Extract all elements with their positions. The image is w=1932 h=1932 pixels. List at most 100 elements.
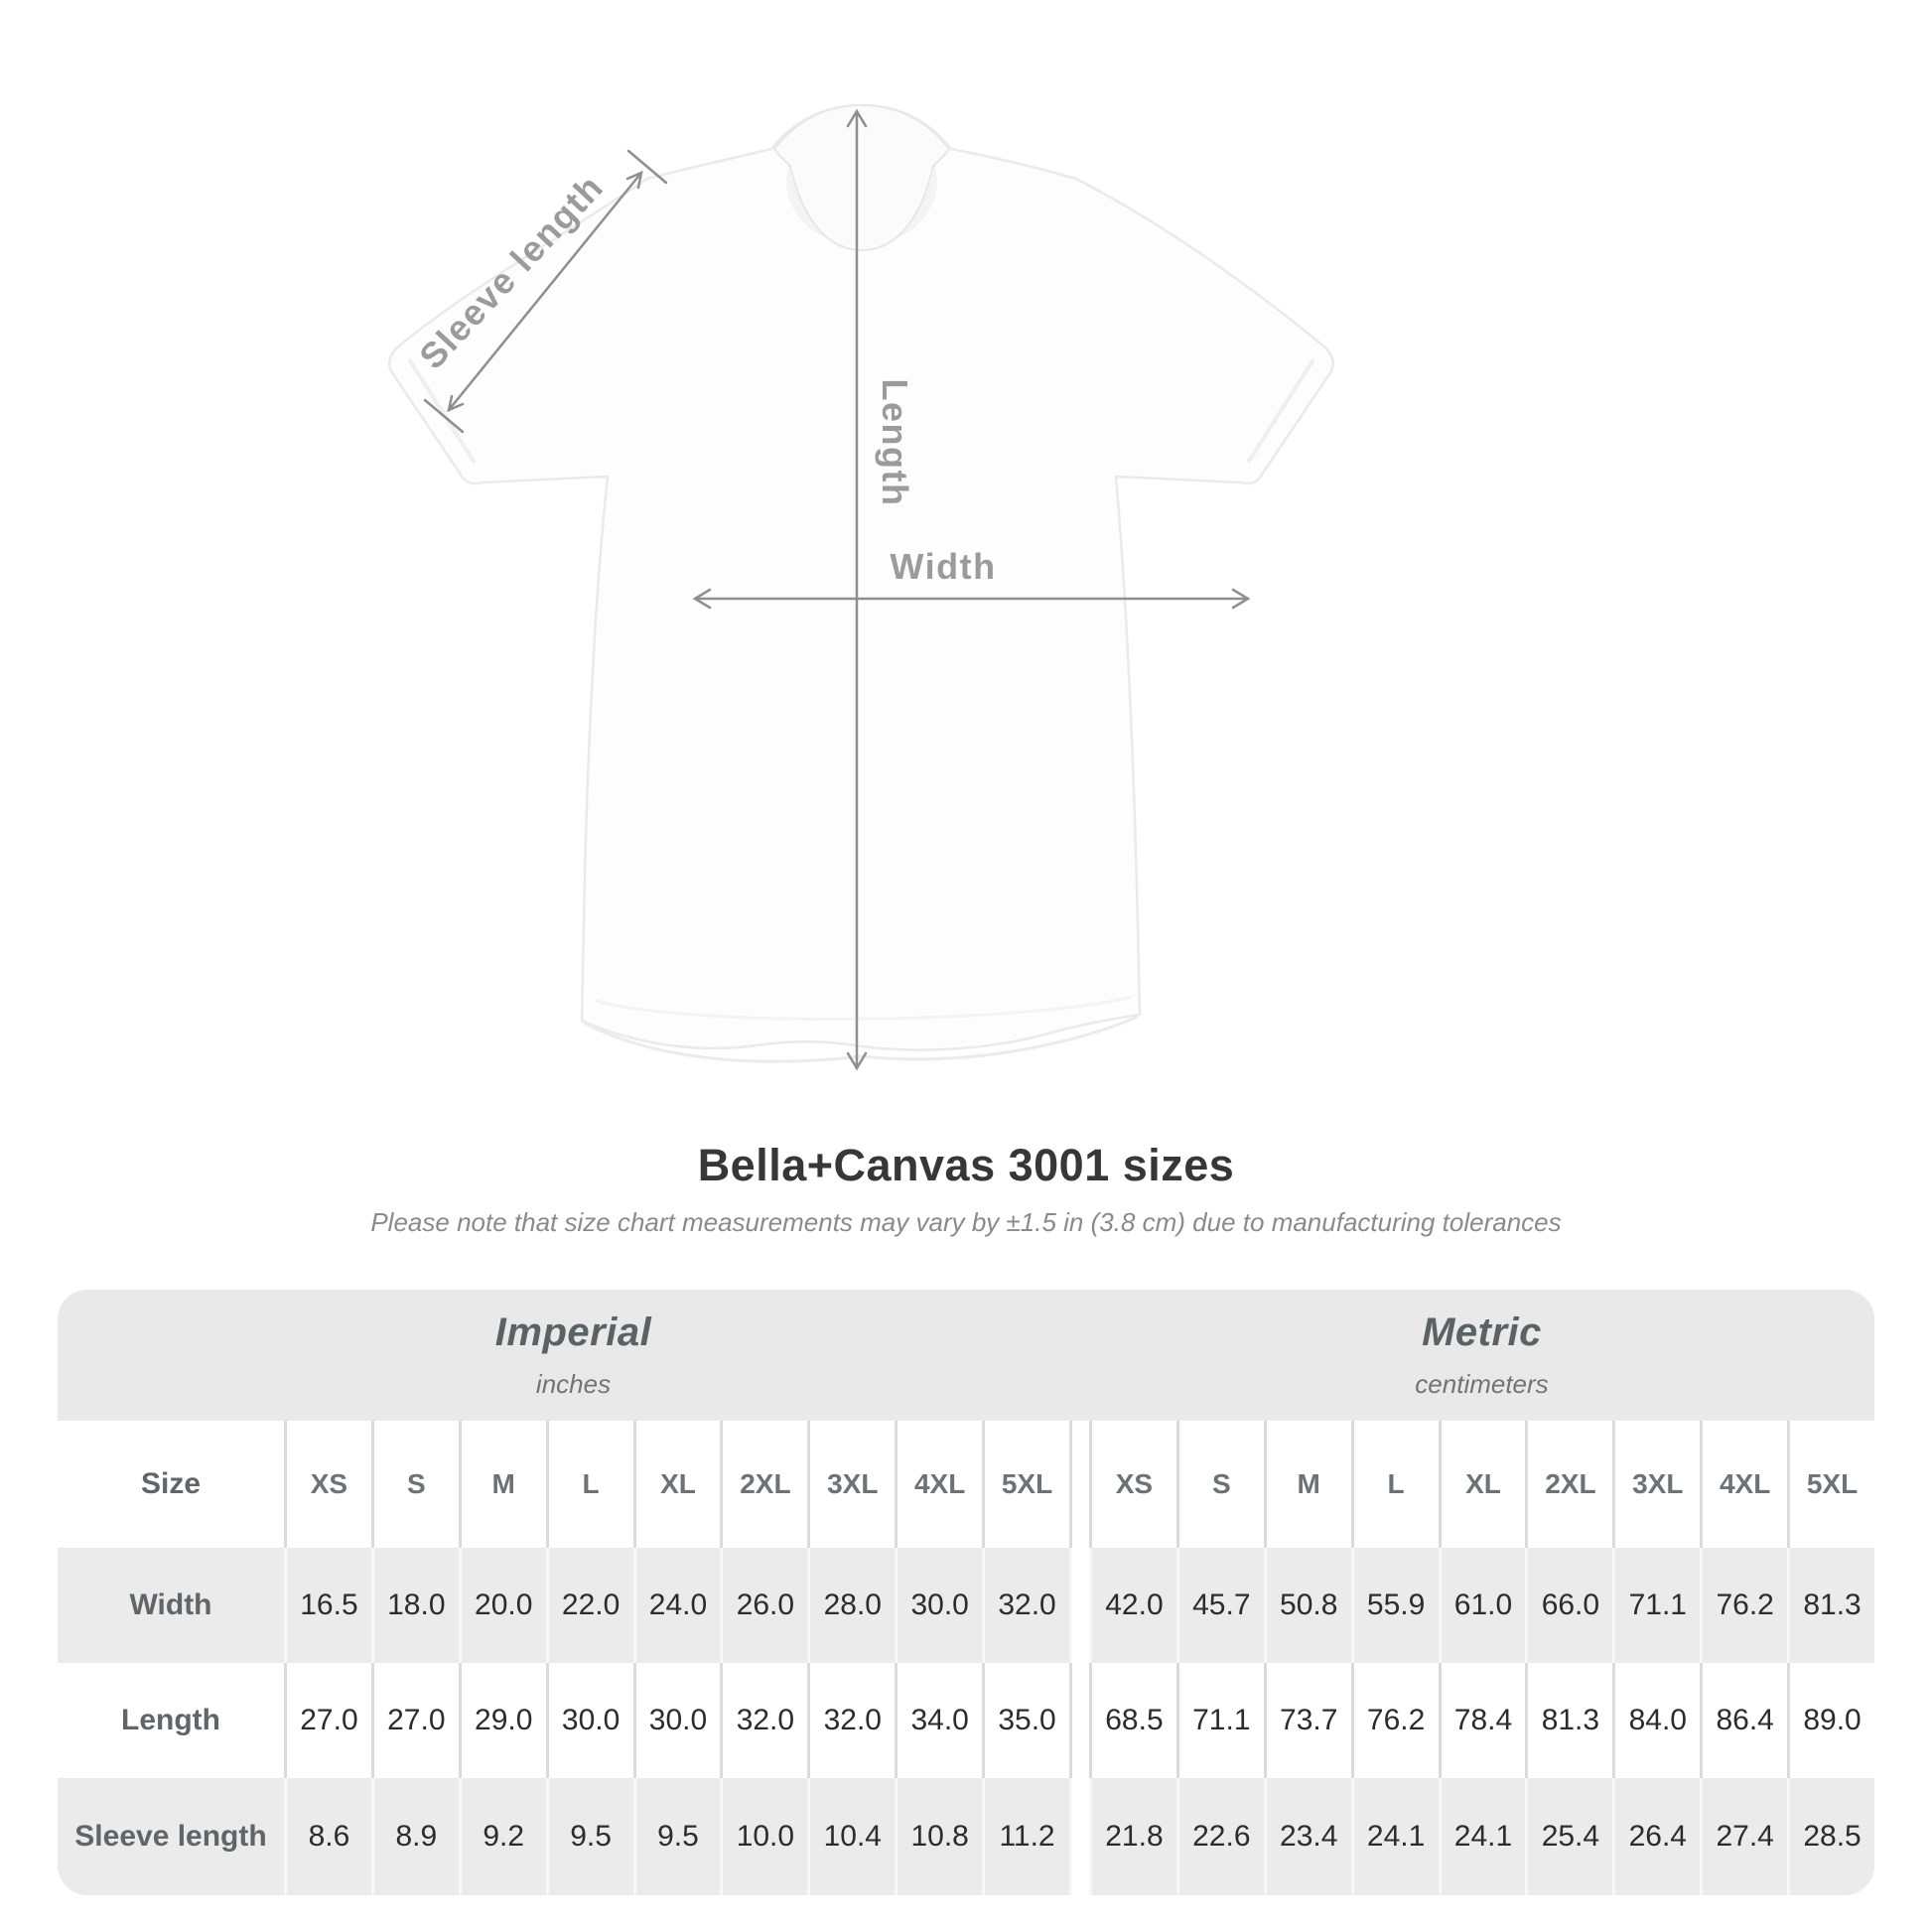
width-metric-cell: 81.3 [1787, 1548, 1874, 1663]
size-header-cell: M [458, 1421, 546, 1548]
length-imperial-cell: 32.0 [720, 1663, 807, 1778]
sleeve-imperial-cell: 11.2 [982, 1778, 1069, 1895]
size-header-cell: 5XL [982, 1421, 1069, 1548]
metric-title: Metric [1422, 1311, 1542, 1354]
length-imperial-cell: 35.0 [982, 1663, 1069, 1778]
size-header-cell: 2XL [720, 1421, 807, 1548]
collar-band [772, 103, 951, 252]
sleeve-imperial-cell: 10.8 [895, 1778, 982, 1895]
group-gap [1068, 1421, 1089, 1548]
length-imperial-cell: 32.0 [807, 1663, 895, 1778]
width-imperial-cell: 32.0 [982, 1548, 1069, 1663]
length-row: Length 27.0 27.0 29.0 30.0 30.0 32.0 32.… [58, 1663, 1874, 1778]
metric-header: Metric centimeters [1089, 1290, 1874, 1421]
sleeve-imperial-cell: 10.0 [720, 1778, 807, 1895]
width-metric-cell: 71.1 [1612, 1548, 1700, 1663]
length-arrow [846, 108, 868, 1071]
length-label: Length [875, 379, 915, 507]
tshirt-diagram-canvas: Sleeve length Length Width [388, 103, 1334, 1071]
size-header-cell: 5XL [1787, 1421, 1874, 1548]
imperial-header: Imperial inches [58, 1290, 1089, 1421]
sleeve-metric-cell: 27.4 [1700, 1778, 1787, 1895]
width-imperial-cell: 20.0 [458, 1548, 546, 1663]
length-imperial-cell: 27.0 [370, 1663, 459, 1778]
sleeve-length-row: Sleeve length 8.6 8.9 9.2 9.5 9.5 10.0 1… [58, 1778, 1874, 1895]
length-metric-cell: 68.5 [1088, 1663, 1176, 1778]
sleeve-imperial-cell: 9.2 [458, 1778, 546, 1895]
size-header-cell: XL [632, 1421, 721, 1548]
sleeve-imperial-cell: 10.4 [807, 1778, 895, 1895]
sleeve-imperial-cell: 8.9 [370, 1778, 459, 1895]
width-arrow [692, 588, 1251, 610]
length-metric-cell: 81.3 [1525, 1663, 1612, 1778]
metric-unit: centimeters [1415, 1369, 1549, 1399]
length-imperial-cell: 30.0 [545, 1663, 633, 1778]
sleeve-metric-cell: 22.6 [1175, 1778, 1264, 1895]
imperial-title: Imperial [494, 1311, 652, 1354]
width-imperial-cell: 16.5 [284, 1548, 371, 1663]
imperial-unit: inches [535, 1369, 612, 1399]
size-table: Imperial inches Metric centimeters Size … [58, 1290, 1874, 1895]
length-imperial-cell: 27.0 [284, 1663, 371, 1778]
sleeve-metric-cell: 23.4 [1263, 1778, 1351, 1895]
size-header-cell: XS [1088, 1421, 1176, 1548]
size-header-cell: L [545, 1421, 633, 1548]
tshirt-illustration [388, 103, 1334, 1063]
width-label: Width [890, 546, 996, 587]
width-metric-cell: 66.0 [1525, 1548, 1612, 1663]
width-metric-cell: 50.8 [1263, 1548, 1351, 1663]
sleeve-imperial-cell: 9.5 [545, 1778, 633, 1895]
length-metric-cell: 84.0 [1612, 1663, 1700, 1778]
sleeve-length-arrow [423, 149, 668, 434]
tshirt-measurement-diagram: Sleeve length Length Width [388, 103, 1334, 1071]
length-metric-cell: 71.1 [1175, 1663, 1264, 1778]
sleeve-metric-cell: 24.1 [1438, 1778, 1526, 1895]
sleeve-metric-cell: 24.1 [1350, 1778, 1439, 1895]
length-metric-cell: 76.2 [1350, 1663, 1439, 1778]
sleeve-imperial-cell: 8.6 [284, 1778, 371, 1895]
width-imperial-cell: 26.0 [720, 1548, 807, 1663]
row-label: Width [129, 1588, 212, 1621]
size-header-cell: L [1350, 1421, 1439, 1548]
size-header-cell: XL [1438, 1421, 1526, 1548]
length-metric-cell: 78.4 [1438, 1663, 1526, 1778]
width-metric-cell: 42.0 [1088, 1548, 1176, 1663]
size-header-cell: M [1263, 1421, 1351, 1548]
group-gap [1068, 1663, 1089, 1778]
row-label: Sleeve length [74, 1820, 267, 1853]
width-imperial-cell: 18.0 [370, 1548, 459, 1663]
size-header-cell: 3XL [1612, 1421, 1700, 1548]
size-header-cell: XS [284, 1421, 371, 1548]
sleeve-metric-cell: 26.4 [1612, 1778, 1700, 1895]
width-row: Width 16.5 18.0 20.0 22.0 24.0 26.0 28.0… [58, 1548, 1874, 1663]
size-column-label: Size [140, 1467, 202, 1500]
width-metric-cell: 45.7 [1175, 1548, 1264, 1663]
size-header-cell: 4XL [1700, 1421, 1787, 1548]
length-metric-cell: 89.0 [1787, 1663, 1874, 1778]
width-imperial-cell: 24.0 [632, 1548, 721, 1663]
size-header-cell: 2XL [1525, 1421, 1612, 1548]
size-header-cell: S [370, 1421, 459, 1548]
row-label: Length [121, 1704, 220, 1736]
width-metric-cell: 61.0 [1438, 1548, 1526, 1663]
length-imperial-cell: 29.0 [458, 1663, 546, 1778]
sleeve-metric-cell: 28.5 [1787, 1778, 1874, 1895]
sleeve-metric-cell: 25.4 [1525, 1778, 1612, 1895]
size-header-cell: S [1175, 1421, 1264, 1548]
group-gap [1068, 1778, 1089, 1895]
width-imperial-cell: 28.0 [807, 1548, 895, 1663]
size-header-cell: 3XL [807, 1421, 895, 1548]
size-header-cell: 4XL [895, 1421, 982, 1548]
group-gap [1068, 1548, 1089, 1663]
unit-header-band: Imperial inches Metric centimeters [58, 1290, 1874, 1421]
length-imperial-cell: 34.0 [895, 1663, 982, 1778]
length-imperial-cell: 30.0 [632, 1663, 721, 1778]
length-metric-cell: 73.7 [1263, 1663, 1351, 1778]
tolerance-note: Please note that size chart measurements… [370, 1207, 1562, 1237]
length-metric-cell: 86.4 [1700, 1663, 1787, 1778]
sleeve-metric-cell: 21.8 [1088, 1778, 1176, 1895]
page-title: Bella+Canvas 3001 sizes [697, 1140, 1235, 1190]
sleeve-imperial-cell: 9.5 [632, 1778, 721, 1895]
width-imperial-cell: 30.0 [895, 1548, 982, 1663]
measurement-arrows [423, 108, 1251, 1071]
